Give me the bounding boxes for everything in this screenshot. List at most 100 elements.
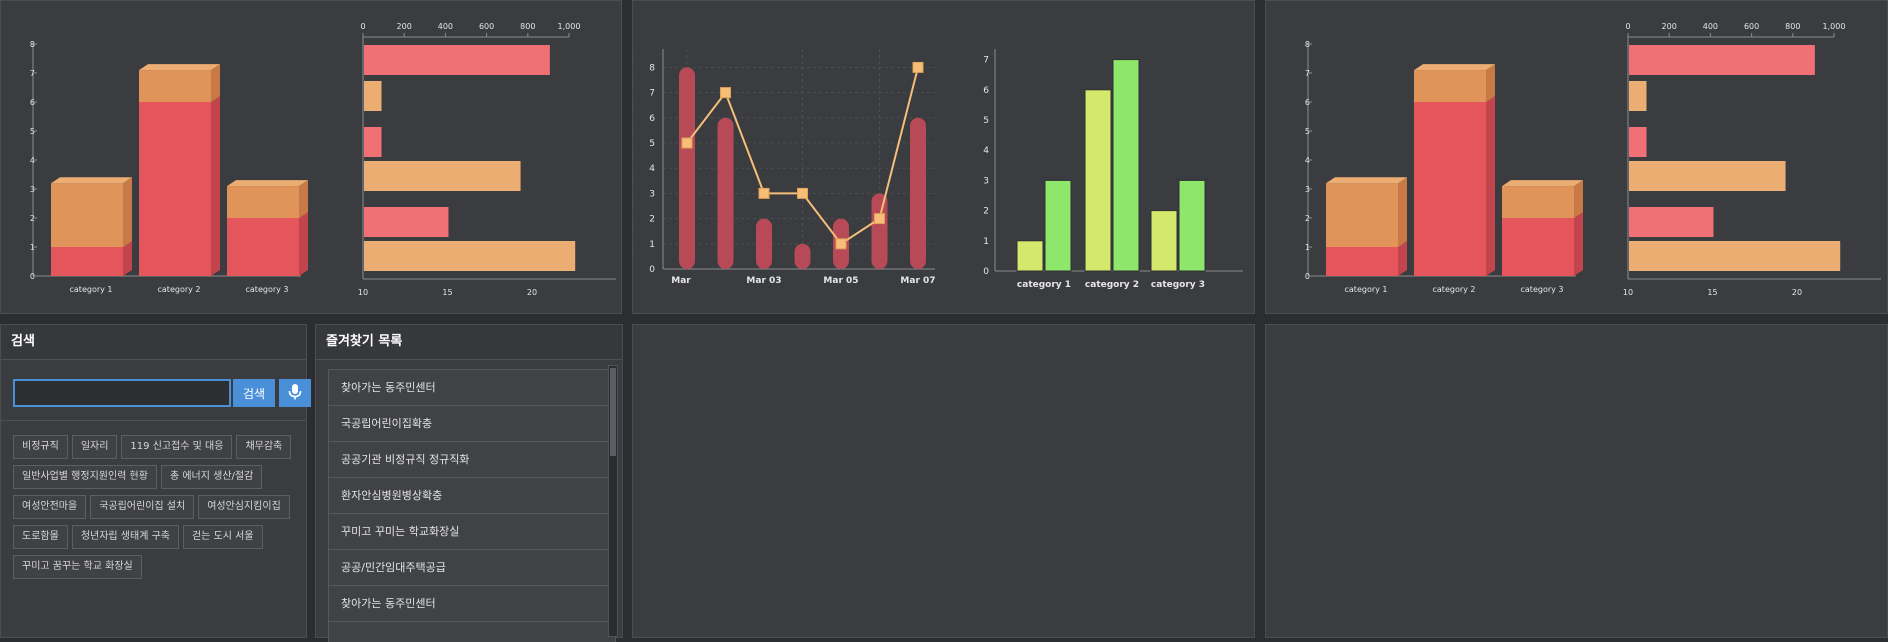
bottom-axis-tick-label: 10 [358, 288, 368, 297]
line-point [912, 61, 924, 73]
horizontal-bar [364, 161, 521, 191]
horizontal-bar [1629, 81, 1647, 111]
keyword-tag[interactable]: 119 신고접수 및 대응 [121, 435, 233, 459]
category-label: category 1 [70, 285, 113, 294]
favorites-scrollbar[interactable] [608, 365, 618, 637]
grouped-bar [1044, 179, 1072, 272]
top-axis-tick-label: 800 [520, 22, 535, 31]
bar-3d-front [1502, 218, 1574, 276]
bar-3d-top [1502, 180, 1583, 187]
y-tick-label: 6 [983, 86, 989, 96]
favorite-item[interactable]: 공공/민간임대주택공급 [328, 549, 616, 585]
top-axis-tick-label: 400 [1703, 22, 1718, 31]
capsule-bar [756, 218, 772, 269]
capsule-bar [794, 243, 811, 269]
bar-3d-front [51, 183, 123, 247]
y-tick-label: 7 [1305, 69, 1310, 78]
microphone-button[interactable] [279, 379, 311, 407]
chart-line-bar: 0 1 2 3 4 5 6 7 8 Mar Mar 03 Mar 05 Mar 07 [632, 49, 936, 286]
keyword-tag[interactable]: 걷는 도시 서울 [182, 525, 263, 549]
bar-3d-side [123, 177, 132, 247]
bar-3d-side [1398, 177, 1407, 247]
favorite-item[interactable]: 공공기관 비정규직 정규직화 [328, 441, 616, 477]
keyword-tag[interactable]: 일자리 [71, 435, 118, 459]
bar-3d-front [51, 247, 123, 276]
y-tick-label: 1 [30, 243, 35, 252]
horizontal-bar [1629, 241, 1841, 271]
y-tick-label: 3 [1305, 185, 1310, 194]
category-label: category 3 [1151, 280, 1205, 290]
favorites-scroll-thumb[interactable] [610, 368, 616, 456]
bar-3d-front [1326, 247, 1398, 276]
bar-3d-side [123, 241, 132, 276]
search-panel: 검색 검색 비정규직 일자리 119 신고접수 및 대응 채무감축 일반사업별 … [0, 324, 311, 638]
bar-3d-front [139, 70, 211, 102]
category-label: category 2 [158, 285, 201, 294]
line-point [720, 87, 731, 99]
favorite-item[interactable]: 국공립어린이집확충 [328, 405, 616, 441]
y-tick-label: 5 [30, 127, 35, 136]
dashboard-panel-top-left: 0 1 2 3 4 5 6 7 8 category 1 category 2 category 3… [0, 0, 622, 314]
top-axis-tick-label: 200 [1662, 22, 1677, 31]
keyword-tag[interactable]: 일반사업별 행정지원인력 현황 [13, 465, 157, 489]
search-input[interactable] [13, 379, 231, 407]
favorite-item[interactable]: 꾸미고 꾸미는 학교화장실 [328, 513, 616, 549]
keyword-tag[interactable]: 청년자립 생태계 구축 [71, 525, 179, 549]
keyword-tag[interactable]: 여성안심지킴이집 [198, 495, 290, 519]
grouped-bar [1178, 179, 1206, 272]
y-tick-label: 7 [983, 56, 989, 66]
keyword-tag[interactable]: 여성안전마을 [13, 495, 87, 519]
category-label: category 3 [246, 285, 289, 294]
y-tick-label: 6 [1305, 98, 1310, 107]
y-tick-label: 5 [983, 116, 989, 126]
top-axis-tick-label: 800 [1785, 22, 1800, 31]
bar-3d-side [299, 212, 308, 276]
horizontal-bar [1629, 127, 1647, 157]
y-tick-label: 3 [30, 185, 35, 194]
y-tick-label: 7 [649, 89, 655, 99]
bar-3d-side [1574, 212, 1583, 276]
chart-grouped-bar: 0 1 2 3 4 5 6 7 category 1 category 2 category 3 [983, 49, 1243, 290]
keyword-tag[interactable]: 비정규직 [13, 435, 68, 459]
category-label: category 2 [1433, 285, 1476, 294]
favorite-item[interactable]: 찾아가는 동주민센터 [328, 585, 616, 621]
y-tick-label: 7 [30, 69, 35, 78]
y-tick-label: 0 [983, 267, 989, 277]
bottom-axis-tick-label: 10 [1623, 288, 1633, 297]
horizontal-bar [364, 207, 449, 237]
chart-horizontal-bar-2: 0 200 400 600 800 1,000 10 15 20 [1623, 22, 1881, 297]
chart-3d-stacked-bar: 0 1 2 3 4 5 6 7 8 category 1 category 2 category 3 [30, 40, 308, 294]
microphone-icon [288, 383, 302, 403]
bar-3d-side [1486, 96, 1495, 276]
y-tick-label: 0 [30, 272, 35, 281]
favorite-item[interactable] [328, 621, 616, 642]
grouped-bar [1084, 89, 1112, 272]
capsule-bar [871, 193, 888, 269]
bar-3d-side [299, 180, 308, 218]
favorites-list: 찾아가는 동주민센터 국공립어린이집확충 공공기관 비정규직 정규직화 환자안심… [328, 369, 616, 642]
x-tick-label: Mar 07 [900, 276, 935, 286]
keyword-tag[interactable]: 채무감축 [236, 435, 292, 459]
keyword-tag[interactable]: 꾸미고 꿈꾸는 학교 화장실 [13, 555, 142, 579]
favorite-item[interactable]: 찾아가는 동주민센터 [328, 369, 616, 405]
bottom-axis-tick-label: 15 [1707, 288, 1717, 297]
search-panel-title: 검색 [1, 325, 306, 360]
search-button[interactable]: 검색 [233, 379, 275, 407]
keyword-tag[interactable]: 국공립어린이집 설치 [90, 495, 195, 519]
y-tick-label: 4 [983, 146, 989, 156]
horizontal-bar [1629, 207, 1714, 237]
y-tick-label: 2 [30, 214, 35, 223]
bar-3d-top [139, 64, 220, 71]
bar-3d-front [1502, 186, 1574, 218]
keyword-tag[interactable]: 총 에너지 생산/절감 [160, 465, 263, 489]
y-tick-label: 8 [1305, 40, 1310, 49]
top-axis-tick-label: 600 [479, 22, 494, 31]
bar-3d-side [211, 96, 220, 276]
bar-3d-side [211, 64, 220, 102]
keyword-tag[interactable]: 도로함몰 [13, 525, 68, 549]
y-tick-label: 5 [649, 139, 655, 149]
horizontal-bar [1629, 161, 1786, 191]
x-tick-label: Mar [671, 276, 691, 286]
x-tick-label: Mar 05 [823, 276, 858, 286]
favorite-item[interactable]: 환자안심병원병상확충 [328, 477, 616, 513]
